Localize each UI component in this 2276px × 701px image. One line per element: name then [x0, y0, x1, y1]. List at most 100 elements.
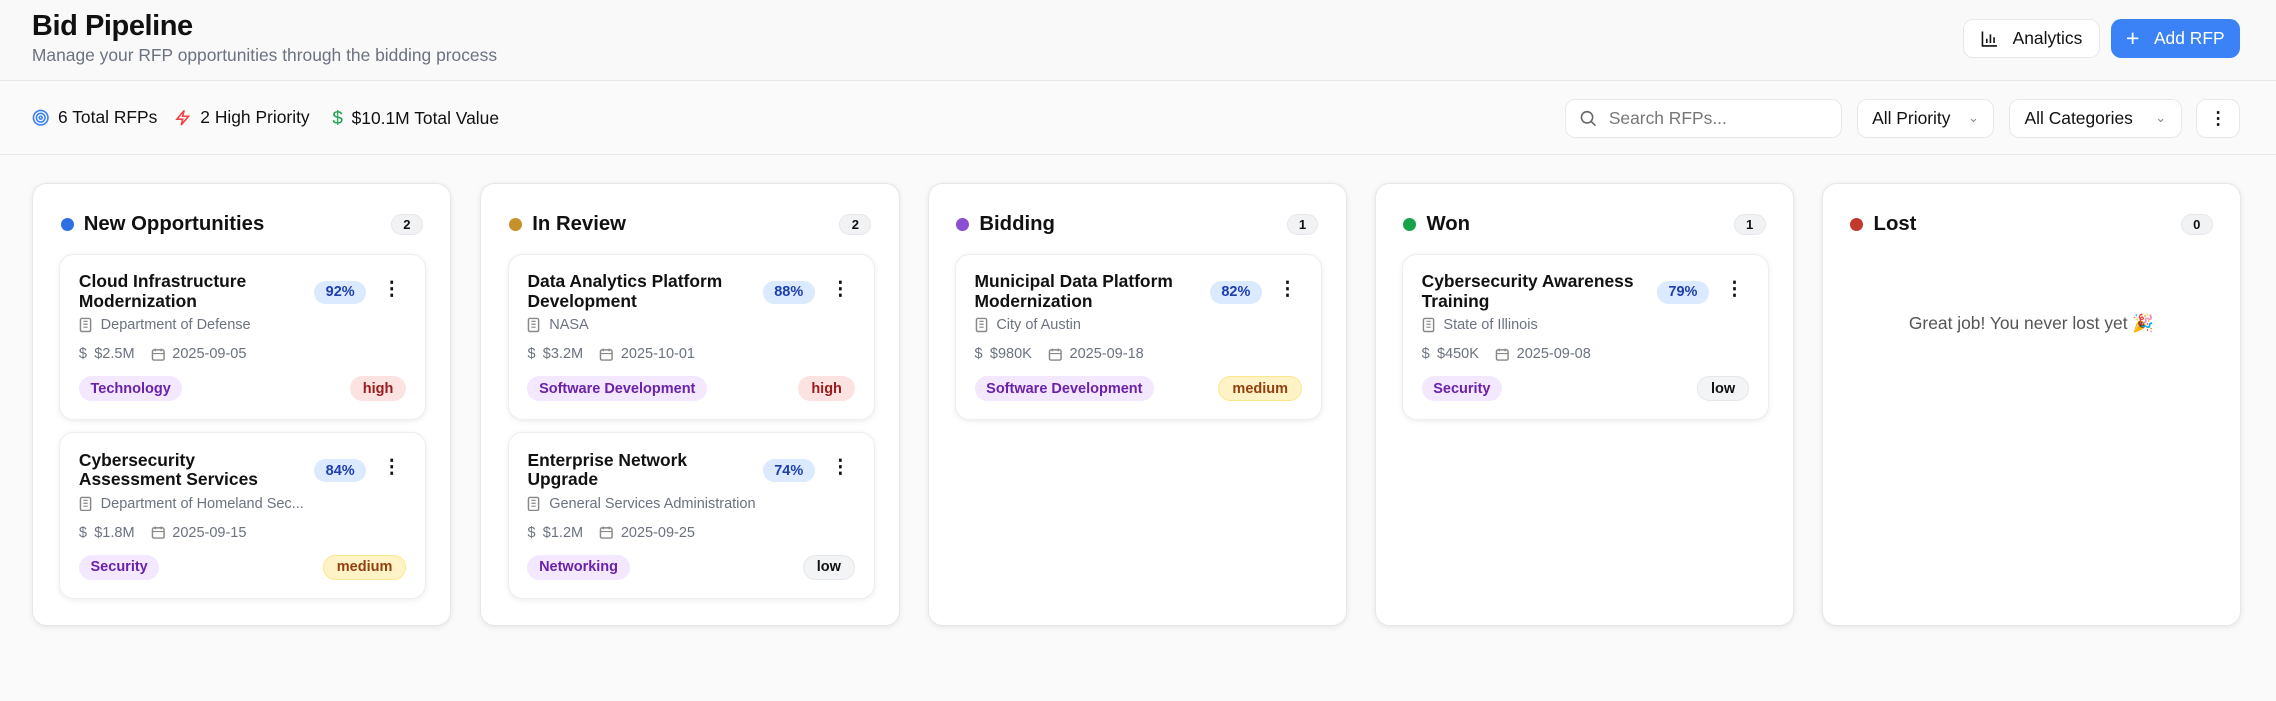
- priority-badge: high: [798, 376, 855, 402]
- card-meta: $ $980K 2025-09-18: [975, 346, 1144, 362]
- dollar-icon: $: [1421, 346, 1430, 362]
- calendar-icon: [151, 348, 165, 361]
- card-title: Cybersecurity Awareness Training: [1421, 270, 1634, 311]
- stat-high-priority: 2 High Priority: [174, 107, 310, 128]
- more-options-button[interactable]: ⋮: [2196, 98, 2240, 138]
- card-title: Enterprise Network Upgrade: [527, 449, 688, 490]
- card-meta: $ $3.2M 2025-10-01: [527, 346, 695, 362]
- organization: Department of Homeland Sec...: [79, 496, 304, 512]
- page-subtitle: Manage your RFP opportunities through th…: [31, 44, 498, 65]
- bar-chart-icon: [1981, 31, 1997, 47]
- priority-select[interactable]: All Priority ⌄: [1856, 98, 1995, 138]
- category-tag: Security: [1421, 376, 1503, 402]
- card-menu-button[interactable]: ⋮: [382, 278, 401, 300]
- card-menu-button[interactable]: ⋮: [1725, 278, 1744, 300]
- count-badge: 1: [1733, 213, 1766, 236]
- column-lost: Lost 0 Great job! You never lost yet 🎉: [1821, 182, 2242, 626]
- analytics-button[interactable]: Analytics: [1962, 18, 2101, 59]
- organization-name: City of Austin: [996, 316, 1081, 333]
- win-probability-badge: 92%: [314, 280, 367, 304]
- dollar-icon: $: [527, 346, 536, 362]
- category-tag: Technology: [78, 376, 183, 402]
- column-bidding: Bidding 1 Municipal Data Platform Modern…: [927, 182, 1348, 626]
- status-dot: [509, 218, 523, 232]
- card-meta: $ $450K 2025-09-08: [1422, 346, 1591, 362]
- page-header: Bid Pipeline Manage your RFP opportuniti…: [0, 0, 2276, 82]
- rfp-card[interactable]: Municipal Data Platform Modernization 82…: [954, 253, 1322, 421]
- category-select[interactable]: All Categories ⌄: [2009, 98, 2182, 138]
- card-menu-button[interactable]: ⋮: [382, 456, 401, 478]
- rfp-card[interactable]: Cybersecurity Awareness Training 79% ⋮ S…: [1401, 253, 1770, 421]
- card-value: $450K: [1436, 346, 1479, 362]
- card-value: $1.2M: [542, 524, 584, 541]
- stat-label: $10.1M Total Value: [351, 107, 500, 128]
- building-icon: [79, 496, 92, 511]
- card-value: $2.5M: [94, 346, 135, 362]
- rfp-card[interactable]: Data Analytics Platform Development 88% …: [507, 253, 875, 421]
- count-badge: 0: [2180, 213, 2213, 236]
- priority-badge: low: [1696, 376, 1750, 402]
- card-due-date: 2025-09-18: [1069, 346, 1144, 362]
- chevron-down-icon: ⌄: [1968, 110, 1979, 126]
- column-won: Won 1 Cybersecurity Awareness Training 7…: [1374, 182, 1795, 626]
- dollar-icon: $: [332, 107, 343, 129]
- organization-name: State of Illinois: [1443, 316, 1538, 333]
- card-due-date: 2025-09-05: [172, 346, 247, 362]
- column-header: In Review 2: [509, 213, 872, 236]
- card-menu-button[interactable]: ⋮: [831, 456, 850, 478]
- page-title: Bid Pipeline: [31, 10, 193, 43]
- building-icon: [528, 496, 540, 511]
- more-vertical-icon: ⋮: [1725, 277, 1744, 299]
- organization: NASA: [527, 317, 589, 333]
- count-badge: 2: [390, 213, 423, 236]
- plus-icon: +: [2125, 24, 2140, 51]
- category-tag: Software Development: [527, 376, 707, 402]
- organization-name: Department of Homeland Sec...: [100, 495, 304, 512]
- card-meta: $ $1.8M 2025-09-15: [79, 525, 247, 541]
- rfp-card[interactable]: Cloud Infrastructure Modernization 92% ⋮…: [59, 253, 427, 421]
- category-tag: Networking: [527, 555, 630, 580]
- column-in-review: In Review 2 Data Analytics Platform Deve…: [480, 182, 900, 626]
- more-vertical-icon: ⋮: [382, 277, 402, 299]
- chevron-down-icon: ⌄: [2155, 110, 2167, 126]
- more-vertical-icon: ⋮: [382, 456, 402, 478]
- building-icon: [79, 317, 92, 333]
- column-title: New Opportunities: [83, 213, 265, 236]
- count-badge: 1: [1286, 213, 1319, 236]
- search-input[interactable]: [1608, 107, 1827, 129]
- win-probability-badge: 88%: [762, 280, 815, 304]
- search-box[interactable]: [1564, 98, 1843, 138]
- card-menu-button[interactable]: ⋮: [831, 278, 850, 300]
- organization-name: Department of Defense: [100, 316, 251, 333]
- add-rfp-button[interactable]: + Add RFP: [2110, 18, 2240, 59]
- organization-name: General Services Administration: [549, 495, 756, 512]
- stat-total: 6 Total RFPs: [32, 107, 157, 128]
- column-new-opportunities: New Opportunities 2 Cloud Infrastructure…: [31, 182, 452, 626]
- building-icon: [1422, 317, 1434, 333]
- building-icon: [975, 317, 987, 333]
- card-due-date: 2025-09-08: [1516, 346, 1591, 362]
- card-due-date: 2025-09-25: [620, 524, 695, 541]
- priority-badge: medium: [1218, 376, 1303, 402]
- priority-badge: low: [802, 555, 855, 580]
- win-probability-badge: 74%: [762, 459, 815, 483]
- win-probability-badge: 79%: [1656, 280, 1710, 304]
- column-header: New Opportunities 2: [60, 213, 423, 236]
- more-vertical-icon: ⋮: [830, 456, 850, 478]
- more-vertical-icon: ⋮: [830, 277, 850, 299]
- win-probability-badge: 82%: [1209, 280, 1262, 304]
- empty-state: Great job! You never lost yet 🎉: [1908, 313, 2155, 334]
- add-rfp-label: Add RFP: [2153, 27, 2225, 48]
- target-icon: [32, 109, 49, 126]
- card-menu-button[interactable]: ⋮: [1278, 278, 1297, 300]
- card-meta: $ $1.2M 2025-09-25: [527, 525, 695, 541]
- calendar-icon: [599, 526, 613, 540]
- dollar-icon: $: [78, 524, 87, 541]
- rfp-card[interactable]: Cybersecurity Assessment Services 84% ⋮ …: [59, 432, 427, 600]
- status-dot: [1403, 218, 1417, 232]
- rfp-card[interactable]: Enterprise Network Upgrade 74% ⋮ General…: [507, 432, 875, 600]
- status-dot: [60, 218, 74, 232]
- toolbar: 6 Total RFPs 2 High Priority $ $10.1M To…: [0, 81, 2276, 156]
- organization: State of Illinois: [1422, 317, 1538, 333]
- card-value: $1.8M: [94, 524, 135, 541]
